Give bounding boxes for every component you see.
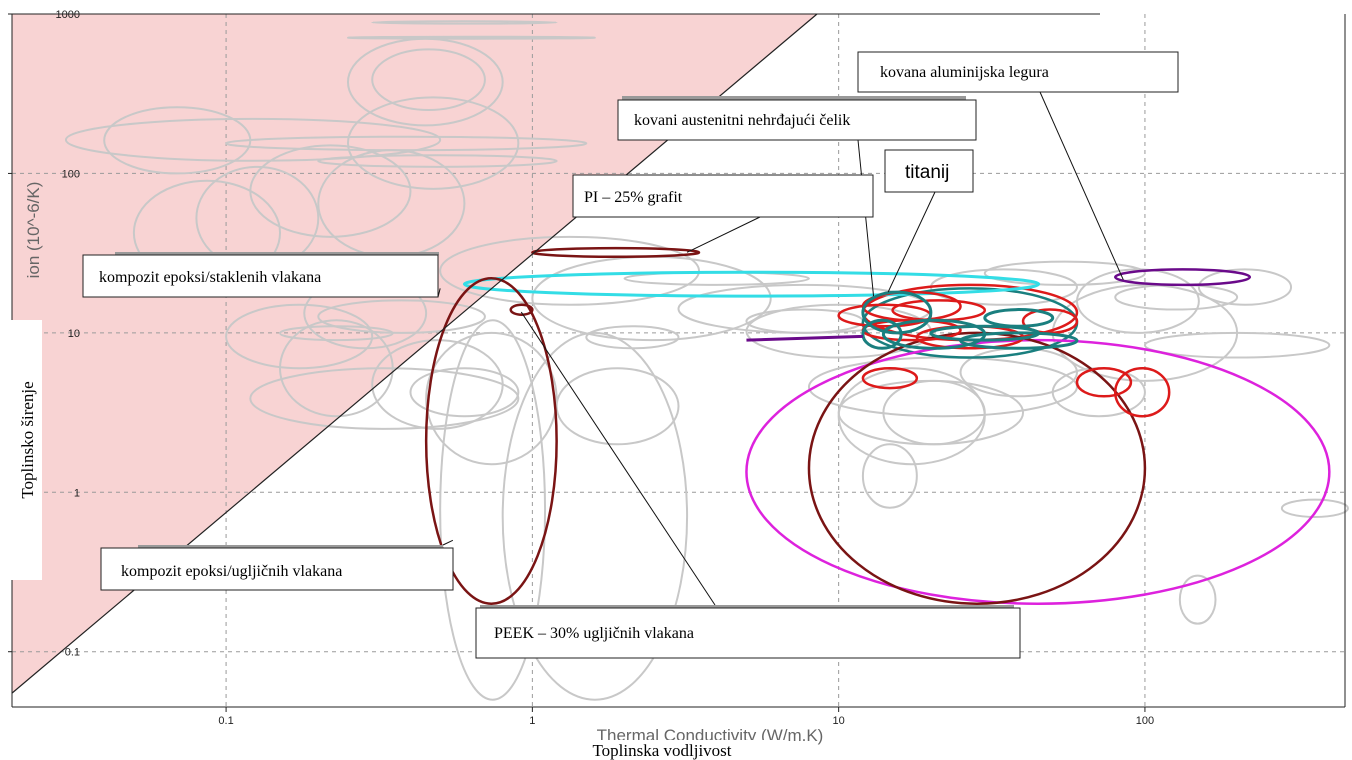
y-tick-label-1: 1 <box>74 487 80 499</box>
material-envelope-3 <box>531 246 701 259</box>
callout-leader-3 <box>686 216 761 253</box>
background-bubble-43 <box>1178 574 1217 625</box>
y-axis-original-title: ion (10^-6/K) <box>24 182 43 279</box>
label-glass-epoxy: kompozit epoksi/staklenih vlakana <box>82 252 439 298</box>
label-titanium: titanij <box>884 149 974 193</box>
background-bubble-19 <box>501 331 689 701</box>
material-envelope-0 <box>1114 268 1252 287</box>
y-tick-label-4: 1000 <box>56 9 80 21</box>
label-pi-graphite-text: PI – 25% grafit <box>584 189 683 206</box>
background-bubble-23 <box>439 235 701 306</box>
background-bubble-15 <box>371 339 504 430</box>
y-tick-label-3: 100 <box>62 168 80 180</box>
y-axis-title-group: Toplinsko širenje <box>18 381 37 498</box>
background-bubble-35 <box>983 260 1146 286</box>
titanium-grade-3 <box>959 331 1079 350</box>
callout-leader-6 <box>520 311 716 606</box>
background-bubble-10 <box>317 154 558 168</box>
background-bubble-21 <box>346 35 596 40</box>
background-bubble-17 <box>425 331 558 466</box>
label-pi-graphite: PI – 25% grafit <box>572 174 874 218</box>
callout-layer <box>437 91 1124 606</box>
label-aluminium: kovana aluminijska legura <box>857 51 1179 93</box>
y-axis-original-title-group: ion (10^-6/K) <box>24 182 43 279</box>
titanium-grade-0 <box>861 290 933 335</box>
material-envelope-6 <box>509 303 534 316</box>
background-bubble-18 <box>439 319 547 701</box>
y-tick-label-2: 10 <box>68 328 80 340</box>
axes-layer: 0.1 1 10 100 0.1 1 10 100 1000 <box>8 9 1346 727</box>
highlighted-materials-layer <box>424 246 1331 605</box>
x-tick-label-2: 10 <box>833 715 845 727</box>
callout-leader-1 <box>857 139 875 297</box>
background-bubble-8 <box>371 48 486 111</box>
background-bubble-44 <box>1143 331 1331 359</box>
background-bubble-16 <box>409 367 520 418</box>
y-axis-title: Toplinsko širenje <box>18 381 37 498</box>
background-bubble-24 <box>317 299 486 334</box>
background-bubble-12 <box>225 303 374 370</box>
label-carbon-epoxy-text: kompozit epoksi/ugljičnih vlakana <box>121 563 342 580</box>
background-bubble-0 <box>346 96 520 190</box>
callout-leader-2 <box>887 191 936 293</box>
label-aluminium-text: kovana aluminijska legura <box>880 64 1049 81</box>
background-bubble-47 <box>585 325 680 350</box>
material-envelope-8 <box>807 331 1147 605</box>
steel-grade-7 <box>1114 366 1171 418</box>
x-axis-title: Toplinska vodljivost <box>592 741 731 760</box>
material-envelope-7 <box>745 338 1331 605</box>
label-glass-epoxy-text: kompozit epoksi/staklenih vlakana <box>99 269 321 286</box>
background-bubble-40 <box>1280 498 1349 518</box>
background-bubble-20 <box>555 367 680 446</box>
background-bubble-37 <box>837 367 986 466</box>
steel-grade-6 <box>1075 366 1133 398</box>
background-bubble-14 <box>249 367 520 430</box>
label-peek-carbon: PEEK – 30% ugljičnih vlakana <box>475 605 1021 659</box>
y-axis-title-cover <box>0 320 42 580</box>
x-tick-label-3: 100 <box>1136 715 1154 727</box>
titanium-grade-5 <box>861 318 903 350</box>
label-titanium-text: titanij <box>905 162 949 183</box>
material-envelope-5 <box>424 277 558 605</box>
purple-streak <box>746 334 863 342</box>
label-carbon-epoxy: kompozit epoksi/ugljičnih vlakana <box>100 545 454 591</box>
x-tick-label-1: 1 <box>529 715 535 727</box>
label-peek-carbon-text: PEEK – 30% ugljičnih vlakana <box>494 625 694 642</box>
background-bubble-36 <box>861 443 918 509</box>
background-bubble-38 <box>1075 268 1200 334</box>
label-steel-text: kovani austenitni nehrđajući čelik <box>634 112 850 129</box>
material-envelope-4 <box>462 270 1041 298</box>
background-bubble-2 <box>64 117 442 162</box>
background-bubble-25 <box>279 325 394 342</box>
background-bubble-22 <box>371 20 558 25</box>
x-tick-label-0: 0.1 <box>218 715 233 727</box>
x-axis-title-cover <box>538 740 788 760</box>
callout-leader-0 <box>1039 91 1124 281</box>
steel-grade-4 <box>861 366 919 390</box>
background-bubble-9 <box>225 135 588 152</box>
label-steel: kovani austenitni nehrđajući čelik <box>617 96 977 141</box>
y-tick-label-0: 0.1 <box>65 647 80 659</box>
background-bubbles-layer <box>64 20 1349 701</box>
titanium-grade-4 <box>983 308 1055 328</box>
background-bubble-5 <box>249 144 412 238</box>
background-bubble-39 <box>1197 268 1293 306</box>
callout-leader-5 <box>442 539 454 546</box>
